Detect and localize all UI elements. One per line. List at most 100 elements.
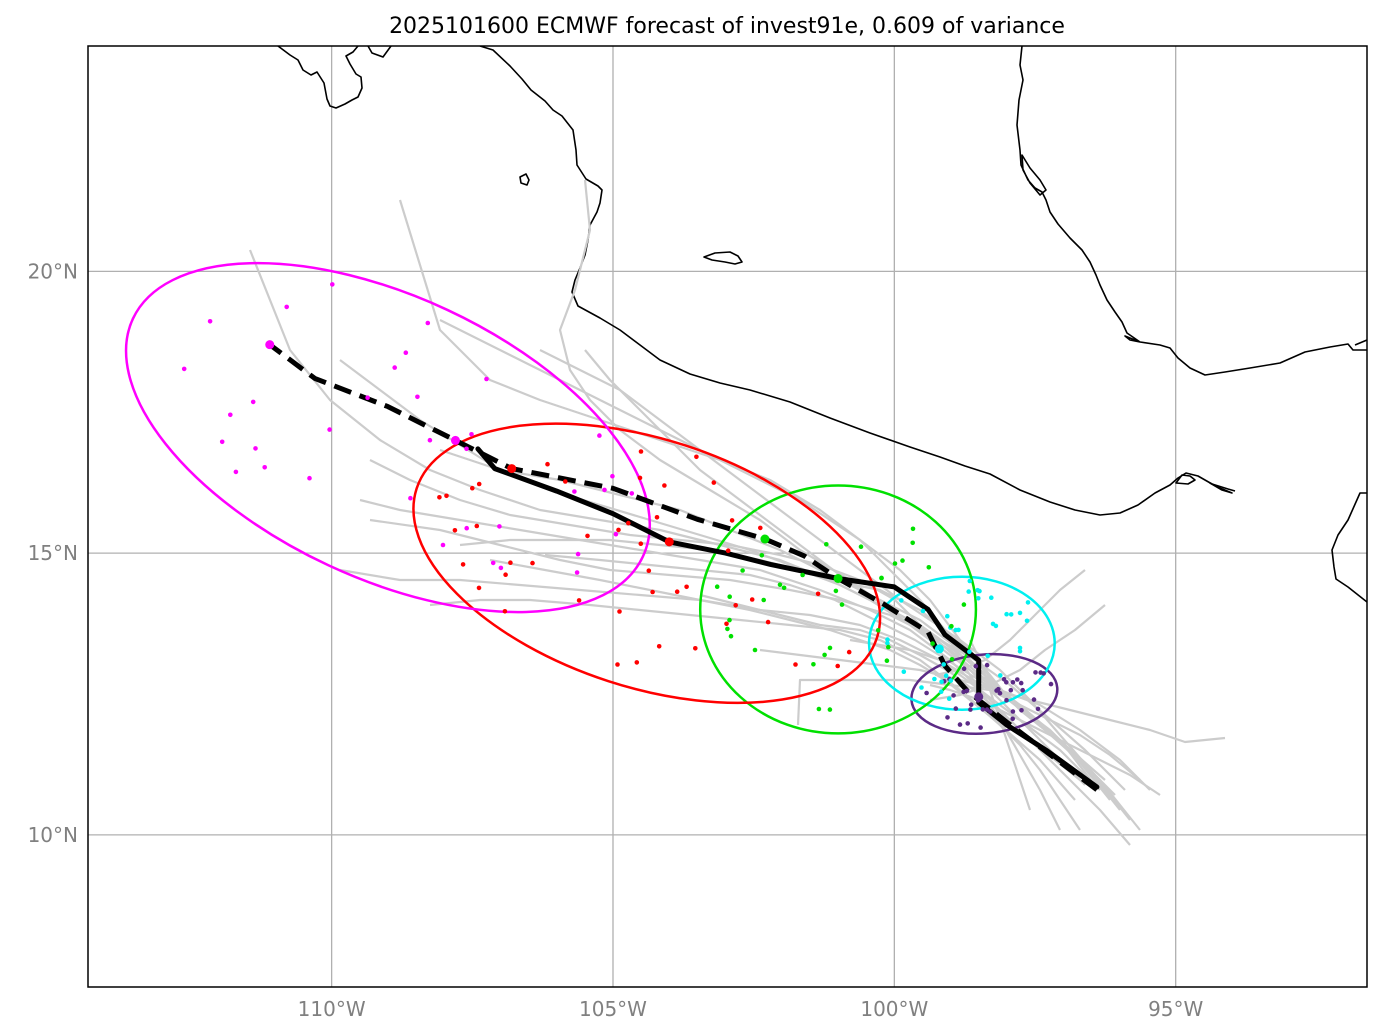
member-position-dot [403,350,409,356]
member-position-dot [460,562,466,567]
member-position-dot [408,495,413,501]
mean-track-dashed [268,342,1099,792]
member-position-dot [964,688,970,694]
member-position-dot [365,395,370,401]
member-position-dot [1024,618,1030,624]
ensemble-track [584,349,1126,791]
mean-position-marker [833,573,843,583]
member-position-dot [733,603,738,608]
mean-tracks [265,340,1100,792]
member-position-dot [1015,677,1020,682]
lon-tick-label: 105°W [579,997,647,1021]
member-position-dot [1035,706,1041,712]
axis-tick-labels: 20°N 15°N 10°N 110°W 105°W 100°W 95°W [28,259,1204,1021]
member-position-dot [759,553,765,558]
member-position-dot [656,644,662,649]
ensemble-track [339,359,1141,831]
member-position-dot [637,475,643,481]
member-position-dot [1008,687,1014,693]
member-position-dot [949,657,955,662]
member-position-dot [781,585,787,591]
member-position-dot [949,623,954,629]
lat-tick-label: 15°N [28,541,78,565]
member-position-dot [284,304,290,310]
member-position-dot [725,626,730,632]
member-position-dot [827,645,833,651]
lon-tick-label: 110°W [298,997,366,1021]
plot-frame [87,45,1368,988]
ensemble-track [929,604,1106,702]
member-position-dot [497,524,502,529]
member-position-dot [951,693,956,698]
mean-position-marker [934,644,944,654]
ensemble-track [439,448,1121,811]
member-position-dot [1010,680,1016,685]
member-position-dot [629,491,635,496]
member-position-dot [693,646,698,651]
member-position-dot [474,523,480,529]
member-position-dot [575,551,581,557]
ensemble-tracks [248,179,1226,846]
coastlines [277,46,1367,603]
member-position-dot [957,722,963,727]
member-position-dot [662,483,667,488]
ensemble-positions [181,282,1054,730]
member-position-dot [307,475,312,481]
member-position-dot [875,628,881,633]
member-position-dot [476,481,482,487]
ellipse-red [412,422,882,705]
member-position-dot [613,531,619,537]
lon-tick-label: 95°W [1148,997,1203,1021]
member-position-dot [464,525,470,531]
member-position-dot [824,542,829,547]
member-position-dot [938,689,944,694]
member-position-dot [427,437,433,443]
member-position-dot [811,662,816,667]
member-position-dot [330,282,335,287]
member-position-dot [576,598,582,603]
member-position-dot [884,658,890,663]
member-position-dot [1018,680,1024,686]
member-position-dot [498,565,504,571]
member-position-dot [945,613,950,619]
member-position-dot [761,597,766,603]
member-position-dot [714,584,720,589]
member-position-dot [616,527,621,533]
member-position-dot [724,621,729,627]
mean-position-marker [664,537,674,547]
member-position-dot [262,465,268,470]
member-position-dot [961,602,967,607]
member-position-dot [490,560,496,566]
member-position-dot [727,617,732,623]
member-position-dot [615,662,620,667]
ellipse-green [698,484,978,735]
member-position-dot [610,473,615,479]
member-position-dot [879,575,884,581]
mean-track-solid [475,446,1100,790]
ensemble-track [934,569,1086,677]
ellipse-cyan [867,575,1056,712]
member-position-dot [953,627,958,633]
member-position-dot [650,589,655,595]
member-position-dot [1033,670,1038,675]
map-title: 2025101600 ECMWF forecast of invest91e, … [389,14,1065,39]
member-position-dot [597,433,602,438]
member-position-dot [1048,681,1054,687]
member-position-dot [1004,697,1009,703]
member-position-dot [941,662,946,667]
member-position-dot [973,663,979,669]
member-position-dot [1038,670,1043,675]
member-position-dot [988,709,993,714]
member-position-dot [966,589,971,594]
member-position-dot [694,454,699,460]
member-position-dot [985,653,990,659]
member-position-dot [585,533,590,539]
member-position-dot [646,568,652,573]
member-position-dot [943,673,949,678]
member-position-dot [711,480,717,485]
member-position-dot [926,565,932,570]
member-position-dot [833,588,839,594]
member-position-dot [476,585,482,591]
member-position-dot [961,666,967,671]
